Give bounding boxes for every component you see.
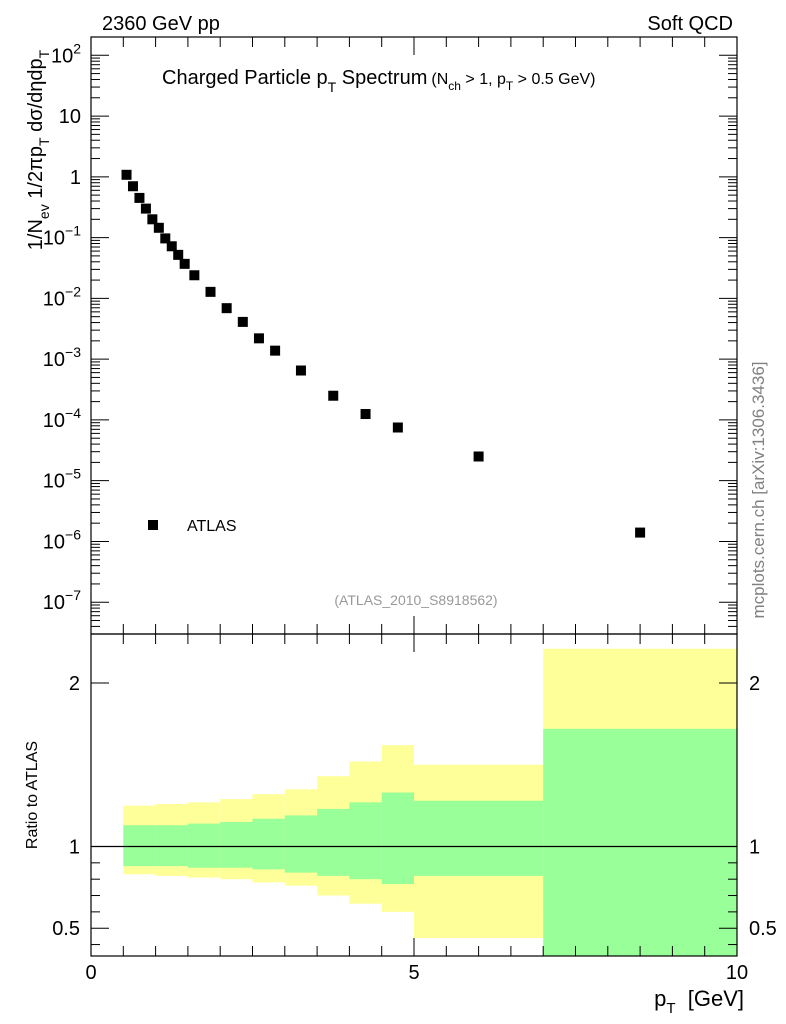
main-y-tick-label: 10−3: [43, 344, 81, 371]
process-label: Soft QCD: [647, 13, 733, 35]
main-y-tick-label: 10−1: [43, 223, 81, 250]
ratio-y-tick-label-right: 1: [749, 836, 760, 858]
legend-marker-atlas: [148, 520, 158, 530]
ratio-y-tick-label-left: 0.5: [52, 918, 80, 940]
ratio-y-tick-label-right: 2: [749, 673, 760, 695]
x-tick-label: 0: [85, 962, 96, 984]
main-data-points: [121, 169, 646, 538]
side-reference-label: mcplots.cern.ch [arXiv:1306.3436]: [749, 361, 768, 618]
data-point: [473, 451, 484, 462]
ratio-bands: [123, 648, 737, 956]
ratio-y-tick-label-right: 0.5: [749, 918, 777, 940]
ratio-y-tick-label-left: 2: [69, 673, 80, 695]
data-point: [153, 222, 164, 233]
data-point: [121, 169, 132, 180]
main-y-tick-label: 10: [59, 106, 81, 128]
main-y-tick-label: 10−2: [43, 283, 81, 310]
data-point: [173, 249, 184, 260]
data-point: [270, 345, 281, 356]
main-y-tick-label: 10−7: [43, 587, 81, 614]
data-point: [328, 390, 339, 401]
ratio-band-stat-bin: [381, 792, 414, 885]
data-point: [127, 181, 138, 192]
main-y-tick-label: 1: [70, 167, 81, 189]
main-y-tick-label: 10−5: [43, 466, 81, 493]
axis-ticks: [90, 36, 738, 956]
main-y-tick-label: 10−6: [43, 526, 81, 553]
x-axis-label: pT [GeV]: [654, 986, 744, 1017]
ratio-y-tick-label-left: 1: [69, 836, 80, 858]
legend-label-atlas: ATLAS: [187, 518, 237, 535]
analysis-tag: (ATLAS_2010_S8918562): [334, 592, 497, 608]
ratio-band-stat-bin: [155, 825, 188, 867]
data-point: [179, 258, 190, 269]
data-point: [189, 270, 200, 281]
data-point: [147, 214, 158, 225]
main-y-tick-label: 10−4: [43, 405, 81, 432]
data-point: [253, 333, 264, 344]
legend: ATLAS: [148, 518, 237, 535]
energy-label: 2360 GeV pp: [102, 13, 220, 35]
data-point: [635, 527, 646, 538]
ratio-band-stat-bin: [252, 818, 285, 870]
data-point: [166, 241, 177, 252]
ratio-band-stat-bin: [414, 800, 544, 876]
main-plot-frame: [90, 36, 738, 635]
ratio-band-stat-bin: [123, 825, 156, 867]
ratio-band-stat-bin: [349, 802, 382, 880]
x-tick-label: 10: [726, 962, 748, 984]
x-tick-label: 5: [408, 962, 419, 984]
data-point: [360, 409, 371, 420]
data-point: [205, 286, 216, 297]
main-plot-title: Charged Particle pT Spectrum (Nch > 1, pT…: [162, 67, 595, 95]
data-point: [134, 192, 145, 203]
ratio-band-stat-bin: [284, 815, 318, 873]
data-point: [295, 365, 306, 376]
data-point: [237, 316, 248, 327]
ratio-y-axis-label: Ratio to ATLAS: [24, 741, 41, 849]
ratio-band-stat-bin: [317, 808, 350, 876]
ratio-band-stat-bin: [543, 728, 737, 956]
ratio-band-stat-bin: [187, 823, 221, 868]
data-point: [160, 233, 171, 244]
main-y-axis-label: 1/Nev 1/2πpT dσ/dηdpT: [25, 49, 52, 250]
data-point: [140, 203, 151, 214]
data-point: [392, 422, 403, 433]
data-point: [221, 303, 232, 314]
main-y-tick-label: 102: [51, 40, 81, 67]
ratio-band-stat-bin: [220, 821, 253, 868]
